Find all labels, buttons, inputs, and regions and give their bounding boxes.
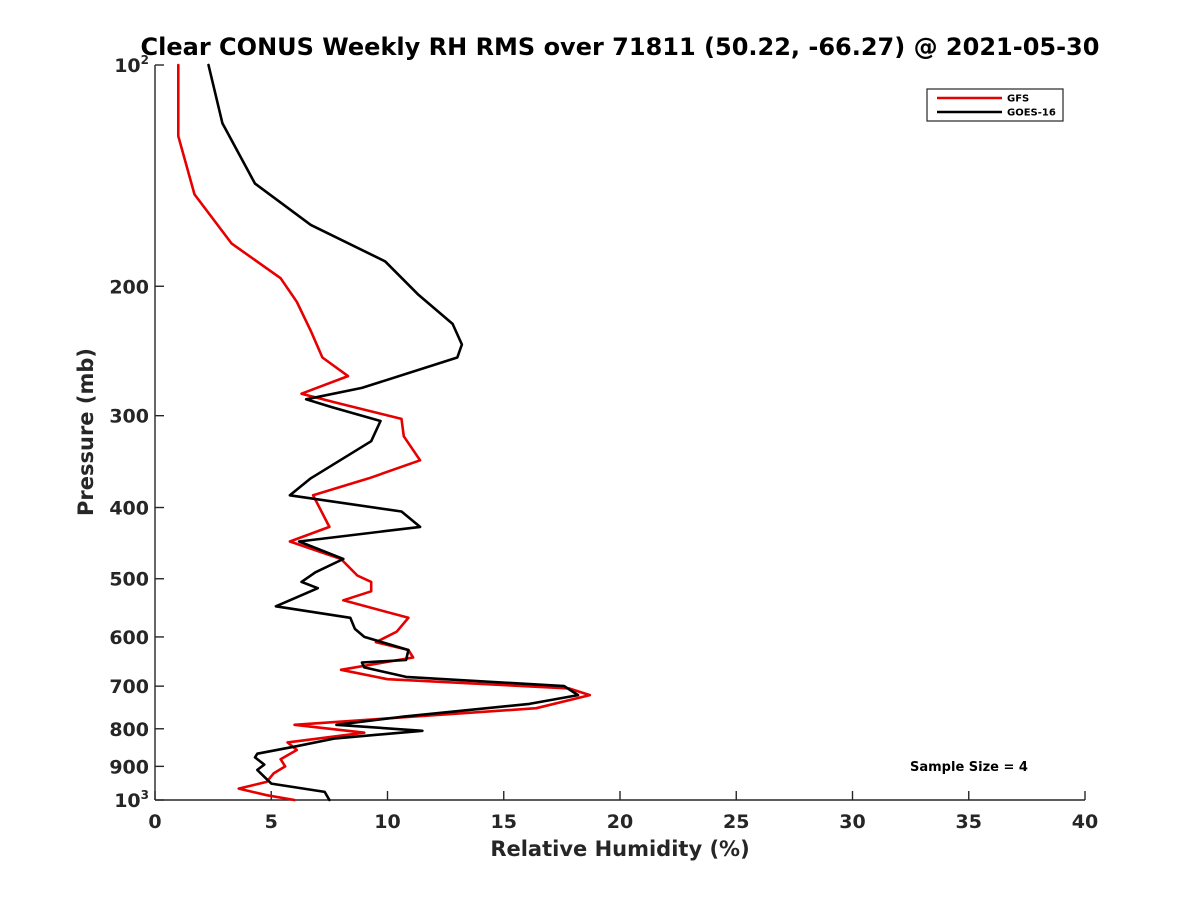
y-tick-exponent: 2 xyxy=(141,53,149,67)
legend-box xyxy=(926,88,1064,122)
x-tick-label: 35 xyxy=(956,811,982,833)
x-tick-label: 25 xyxy=(723,811,749,833)
y-tick-label: 300 xyxy=(109,406,149,428)
y-tick-label: 102 xyxy=(114,53,149,77)
chart-title: Clear CONUS Weekly RH RMS over 71811 (50… xyxy=(141,33,1100,61)
y-tick-label: 400 xyxy=(109,498,149,520)
series-line-goes-16 xyxy=(207,63,580,802)
x-tick-label: 5 xyxy=(265,811,278,833)
legend-label: GOES-16 xyxy=(1007,108,1056,119)
y-tick-exponent: 3 xyxy=(141,788,149,802)
y-tick-label: 200 xyxy=(109,276,149,298)
x-tick-label: 40 xyxy=(1072,811,1098,833)
y-tick-label: 800 xyxy=(109,719,149,741)
y-tick-label: 700 xyxy=(109,676,149,698)
y-tick-label: 600 xyxy=(109,627,149,649)
sample-size-annotation: Sample Size = 4 xyxy=(910,760,1028,775)
legend-label: GFS xyxy=(1007,94,1029,105)
x-tick-label: 20 xyxy=(607,811,633,833)
legend: GFS GOES-16 xyxy=(926,88,1064,122)
x-tick-label: 30 xyxy=(839,811,865,833)
y-tick-base: 10 xyxy=(114,55,140,77)
x-ticks: 0 5 10 15 20 25 30 35 40 xyxy=(148,791,1098,833)
x-tick-label: 15 xyxy=(491,811,517,833)
y-tick-label: 900 xyxy=(109,756,149,778)
y-tick-base: 10 xyxy=(114,790,140,812)
series-lines xyxy=(177,63,592,802)
series-line-gfs xyxy=(177,63,592,802)
x-axis-label: Relative Humidity (%) xyxy=(490,837,749,861)
y-tick-label: 500 xyxy=(109,569,149,591)
y-axis-label: Pressure (mb) xyxy=(74,348,98,516)
y-tick-label: 103 xyxy=(114,788,149,812)
x-tick-label: 0 xyxy=(148,811,161,833)
x-tick-label: 10 xyxy=(374,811,400,833)
